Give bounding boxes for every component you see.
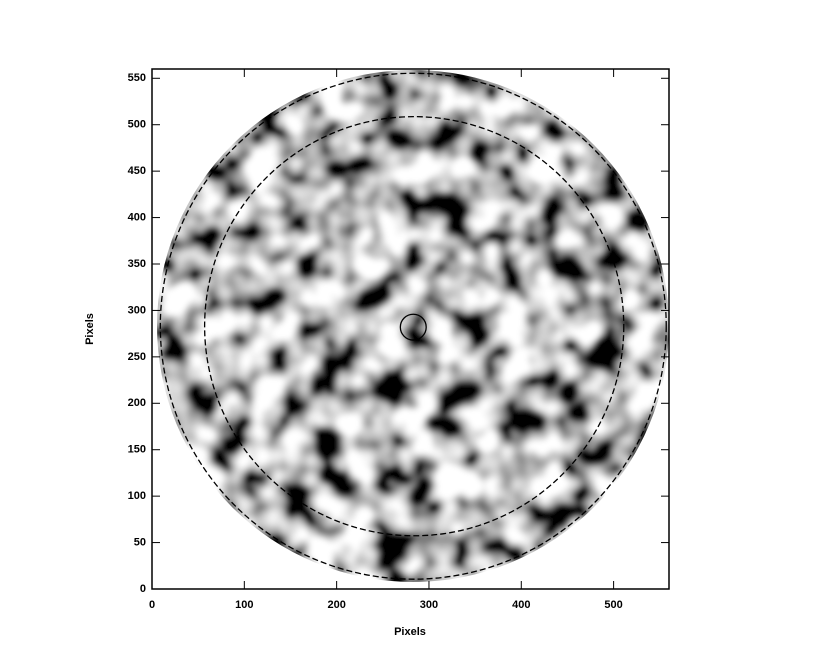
x-tick-label: 500 (604, 599, 622, 611)
x-tick-label: 0 (149, 599, 155, 611)
y-tick-label: 50 (134, 536, 146, 548)
plot-frame (151, 68, 670, 590)
y-tick-label: 550 (128, 72, 146, 84)
y-tick-label: 200 (128, 397, 146, 409)
y-tick-label: 450 (128, 165, 146, 177)
y-tick-label: 100 (128, 490, 146, 502)
region-circle (203, 115, 625, 537)
x-tick-label: 200 (327, 599, 345, 611)
y-tick-label: 300 (128, 304, 146, 316)
y-tick-label: 0 (140, 583, 146, 595)
y-axis-label: Pixels (84, 313, 96, 345)
y-tick-label: 250 (128, 351, 146, 363)
y-tick-label: 150 (128, 444, 146, 456)
y-tick-label: 500 (128, 119, 146, 131)
y-tick-label: 350 (128, 258, 146, 270)
x-tick-label: 400 (512, 599, 530, 611)
intensity-map (157, 70, 669, 582)
y-tick-label: 400 (128, 211, 146, 223)
image-area (157, 70, 669, 582)
region-circle (399, 313, 427, 341)
x-tick-label: 300 (420, 599, 438, 611)
x-axis-label: Pixels (394, 626, 426, 638)
region-circle (159, 72, 667, 580)
x-tick-label: 100 (235, 599, 253, 611)
